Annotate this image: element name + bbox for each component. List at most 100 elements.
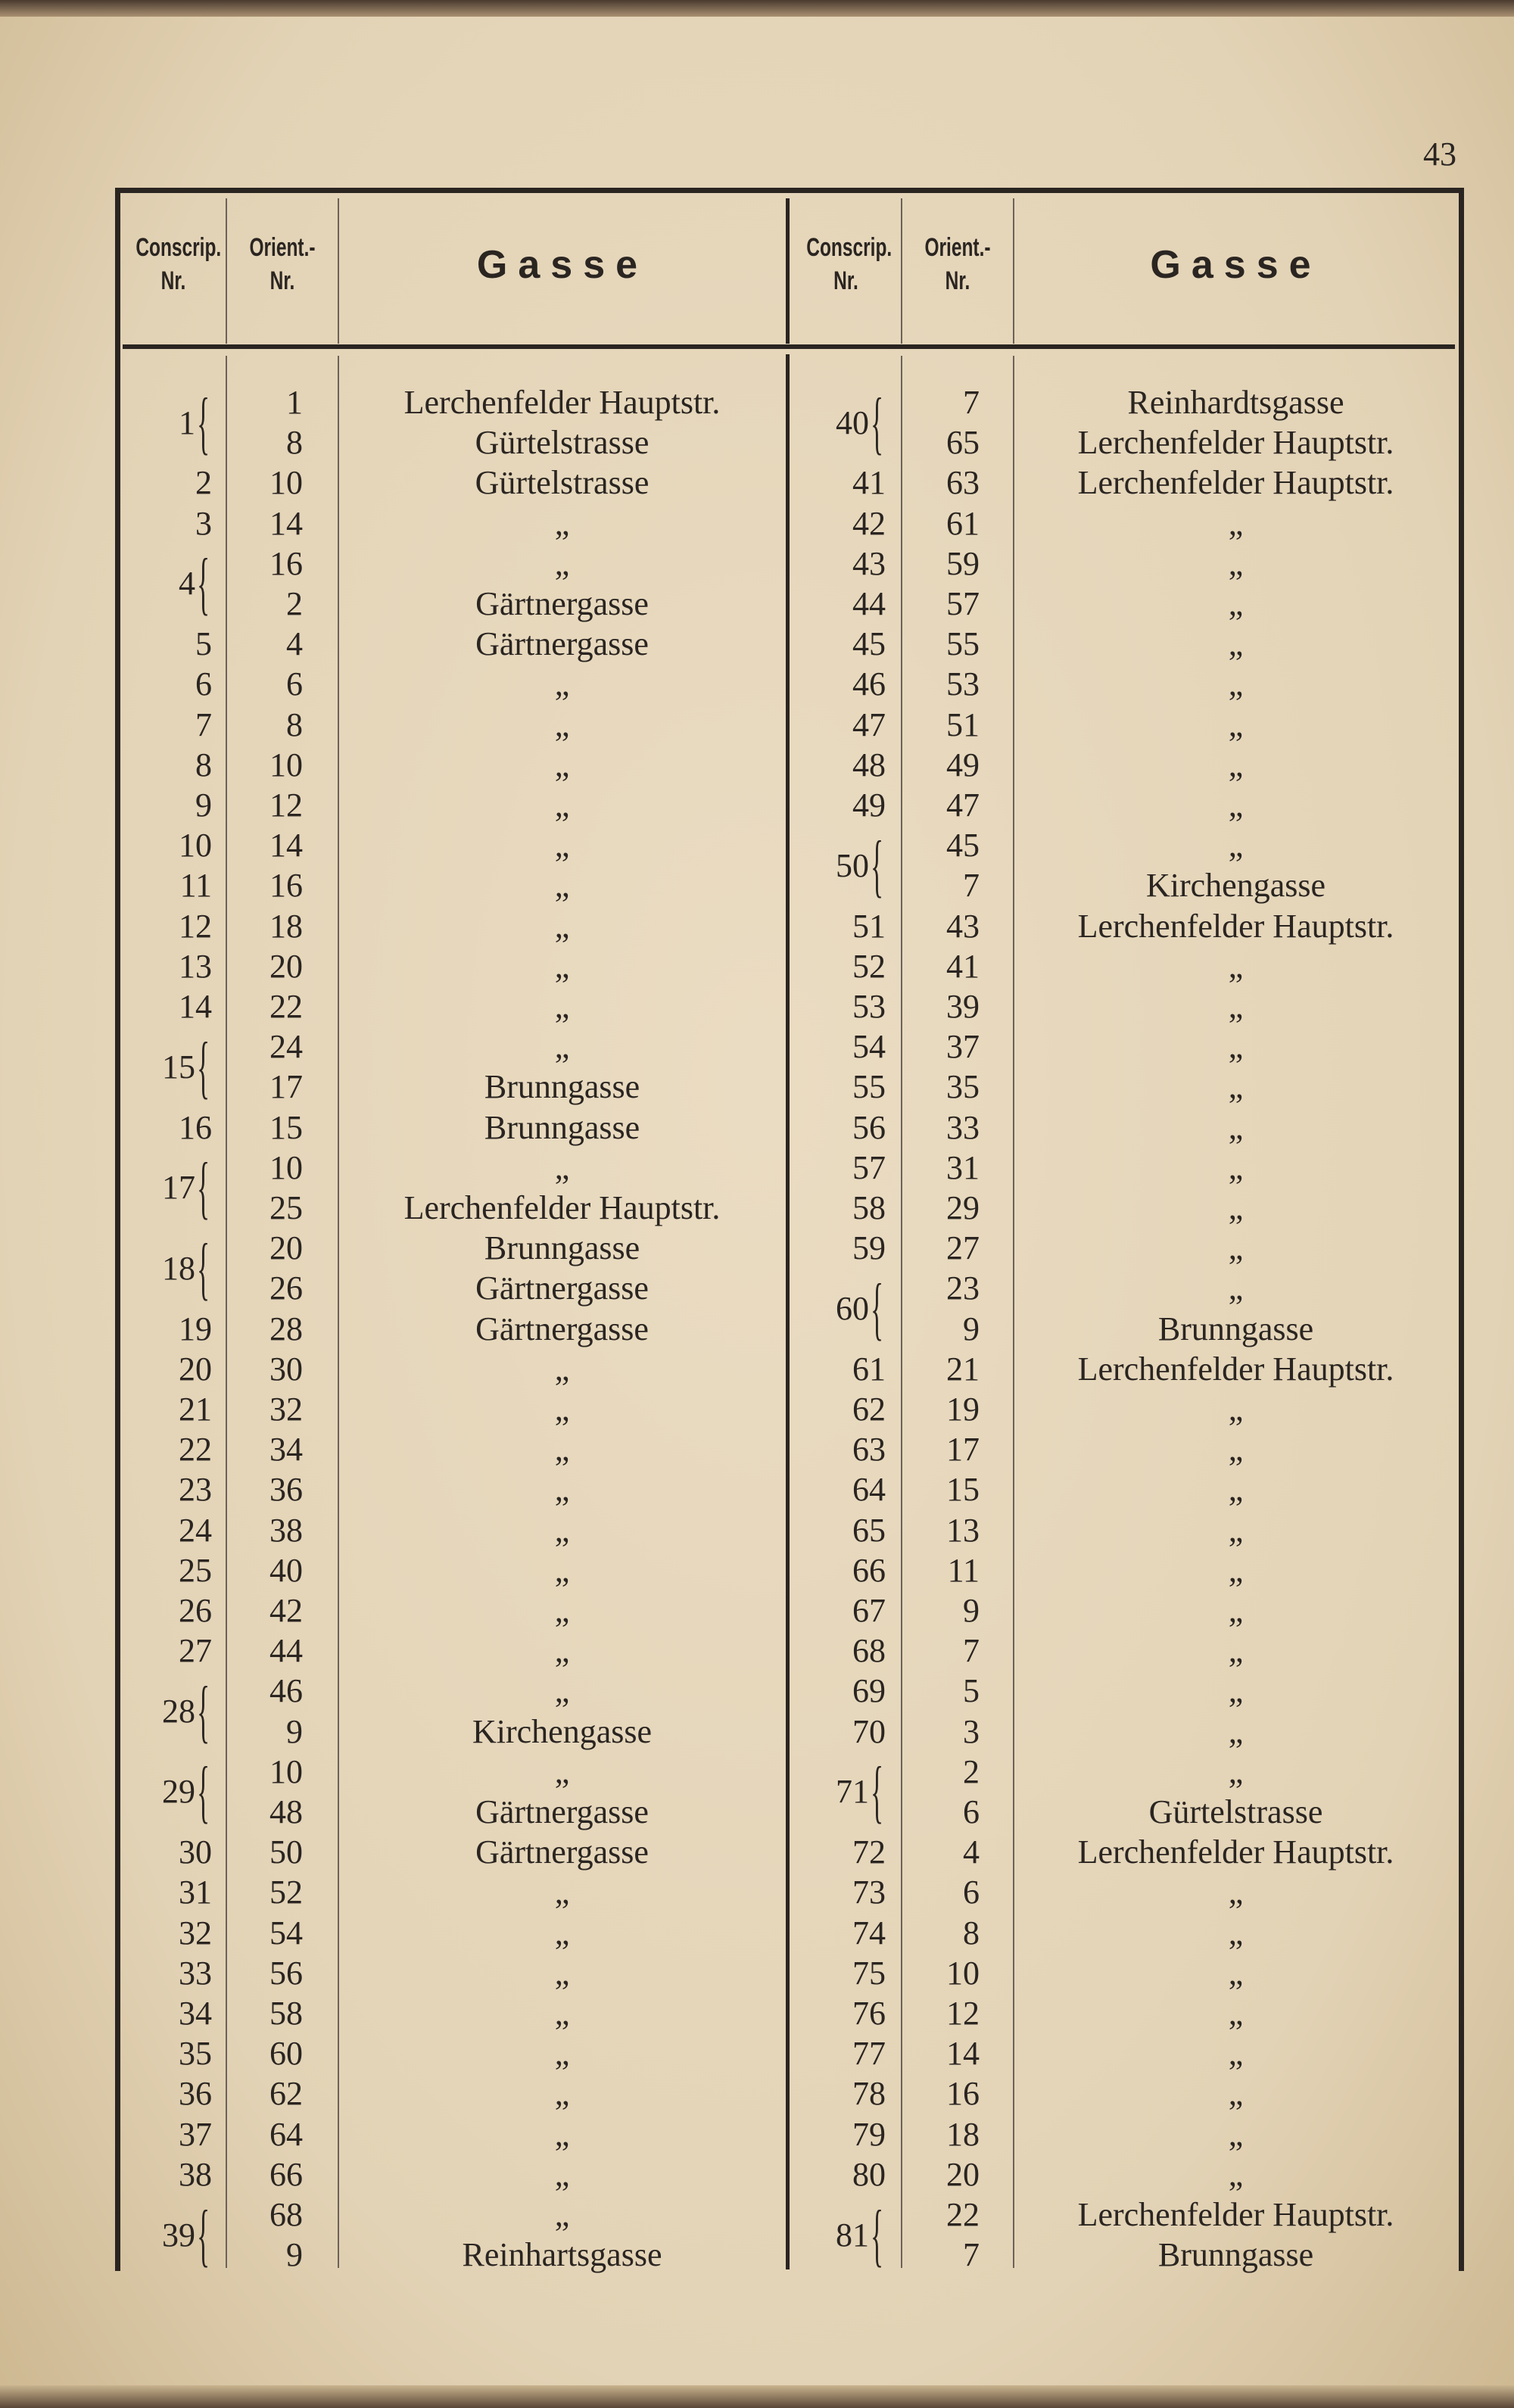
ditto-mark: „: [1228, 2155, 1244, 2193]
orient-number: 57: [946, 585, 980, 622]
conscrip-number: 19: [179, 1310, 212, 1347]
conscrip-number: 22: [179, 1431, 212, 1469]
ditto-mark: „: [554, 1511, 570, 1549]
conscrip-number: 17: [162, 1169, 195, 1207]
ditto-mark: „: [554, 1752, 570, 1790]
ditto-mark: „: [1228, 1995, 1244, 2032]
street-name: Gärtnergasse: [475, 585, 649, 622]
conscrip-number: 70: [852, 1712, 886, 1750]
table-right-rule: [1459, 188, 1464, 2271]
ditto-mark: „: [1228, 625, 1244, 663]
street-name: Lerchenfelder Hauptstr.: [1077, 2196, 1394, 2233]
conscrip-number: 1: [179, 403, 195, 441]
ditto-mark: „: [554, 1632, 570, 1670]
orient-number: 48: [269, 1793, 303, 1830]
street-name: Lerchenfelder Hauptstr.: [1077, 424, 1394, 462]
brace-icon: {: [197, 1672, 210, 1750]
orient-number: 11: [947, 1551, 980, 1589]
ditto-mark: „: [1228, 1471, 1244, 1509]
orient-number: 7: [963, 2236, 980, 2274]
conscrip-number: 58: [852, 1189, 886, 1226]
ditto-mark: „: [1228, 947, 1244, 985]
conscrip-number: 15: [162, 1048, 195, 1086]
conscrip-number: 37: [179, 2115, 212, 2153]
orient-number: 26: [269, 1269, 303, 1307]
street-name: Lerchenfelder Hauptstr.: [1077, 1350, 1394, 1388]
ditto-mark: „: [554, 827, 570, 864]
ditto-mark: „: [554, 907, 570, 945]
orient-number: 8: [286, 424, 303, 462]
orient-number: 9: [286, 1712, 303, 1750]
conscrip-number: 72: [852, 1833, 886, 1871]
conscrip-number: 46: [852, 665, 886, 703]
conscrip-number: 25: [179, 1551, 212, 1589]
conscrip-number: 78: [852, 2075, 886, 2113]
street-name: Kirchengasse: [472, 1712, 652, 1750]
conscrip-number: 45: [852, 625, 886, 663]
street-name: Brunngasse: [1157, 1310, 1314, 1347]
street-name: Gürtelstrasse: [1148, 1793, 1323, 1830]
ditto-mark: „: [1228, 706, 1244, 743]
orient-number: 1: [286, 384, 303, 421]
ditto-mark: „: [1228, 1914, 1244, 1952]
ditto-mark: „: [554, 1551, 570, 1589]
conscrip-number: 59: [852, 1229, 886, 1267]
orient-number: 38: [269, 1511, 303, 1549]
street-name: Lerchenfelder Hauptstr.: [1077, 1833, 1394, 1871]
conscrip-number: 79: [852, 2115, 886, 2153]
brace-icon: {: [197, 1027, 210, 1106]
orient-number: 44: [269, 1632, 303, 1670]
conscrip-number: 50: [836, 846, 869, 884]
ditto-mark: „: [1228, 1269, 1244, 1307]
conscrip-number: 71: [836, 1773, 869, 1811]
conscrip-number: 30: [179, 1833, 212, 1871]
orient-number: 18: [269, 907, 303, 945]
conscrip-number: 9: [195, 787, 212, 824]
ditto-mark: „: [554, 1148, 570, 1186]
header-gasse-left: Gasse: [476, 243, 649, 287]
ditto-mark: „: [1228, 1954, 1244, 1992]
header-conscrip-right: Conscrip. Nr.: [791, 231, 901, 297]
orient-number: 10: [269, 1752, 303, 1790]
conscrip-number: 6: [195, 665, 212, 703]
ditto-mark: „: [554, 1471, 570, 1509]
orient-number: 17: [269, 1068, 303, 1106]
conscrip-number: 62: [852, 1391, 886, 1428]
orient-number: 60: [269, 2035, 303, 2073]
header-label: Orient.-: [249, 233, 316, 262]
orient-number: 51: [946, 706, 980, 743]
street-name: Gärtnergasse: [475, 1269, 649, 1307]
street-name: Gärtnergasse: [475, 1793, 649, 1830]
orient-number: 45: [946, 827, 980, 864]
conscrip-number: 73: [852, 1874, 886, 1911]
ditto-mark: „: [554, 1954, 570, 1992]
orient-number: 41: [946, 947, 980, 985]
conscrip-number: 74: [852, 1914, 886, 1952]
brace-icon: {: [871, 1752, 884, 1831]
ditto-mark: „: [1228, 1511, 1244, 1549]
orient-number: 22: [269, 988, 303, 1025]
column-divider: [338, 198, 339, 344]
ditto-mark: „: [1228, 787, 1244, 824]
orient-number: 7: [963, 867, 980, 905]
ditto-mark: „: [1228, 1712, 1244, 1750]
street-name: Gärtnergasse: [475, 1310, 649, 1347]
header-conscrip-left: Conscrip. Nr.: [121, 231, 226, 297]
ditto-mark: „: [1228, 1108, 1244, 1146]
orient-number: 5: [963, 1672, 980, 1710]
header-center-rule: [786, 198, 790, 344]
orient-number: 31: [946, 1148, 980, 1186]
brace-icon: {: [197, 383, 210, 462]
conscrip-number: 54: [852, 1028, 886, 1066]
conscrip-number: 20: [179, 1350, 212, 1388]
conscrip-number: 10: [179, 827, 212, 864]
conscrip-number: 31: [179, 1874, 212, 1911]
orient-number: 55: [946, 625, 980, 663]
conscrip-number: 80: [852, 2155, 886, 2193]
conscrip-number: 51: [852, 907, 886, 945]
conscrip-number: 24: [179, 1511, 212, 1549]
conscrip-number: 77: [852, 2035, 886, 2073]
orient-number: 21: [946, 1350, 980, 1388]
ditto-mark: „: [554, 1995, 570, 2032]
orient-number: 2: [286, 585, 303, 622]
